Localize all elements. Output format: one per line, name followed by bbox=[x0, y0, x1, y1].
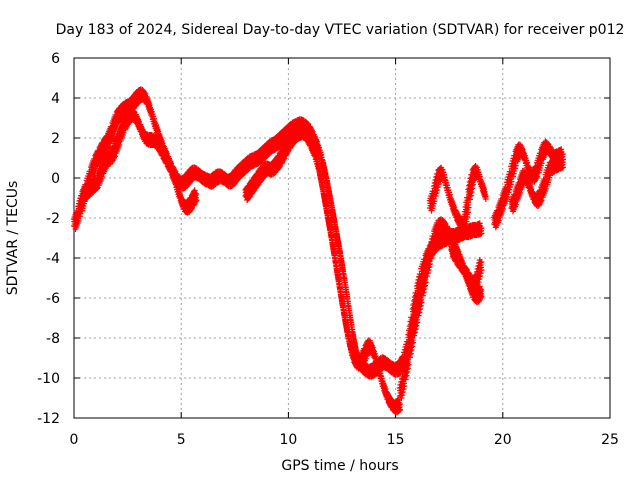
axis-ticks bbox=[73, 57, 611, 419]
y-tick-label: 4 bbox=[51, 91, 60, 107]
x-tick-label: 25 bbox=[601, 432, 619, 448]
chart-title: Day 183 of 2024, Sidereal Day-to-day VTE… bbox=[56, 22, 625, 38]
y-tick-label: -6 bbox=[46, 291, 60, 307]
x-axis-tick-labels: 0 5 10 15 20 25 bbox=[70, 432, 619, 448]
y-tick-label: 6 bbox=[51, 51, 60, 67]
x-tick-label: 5 bbox=[177, 432, 186, 448]
x-tick-label: 10 bbox=[279, 432, 297, 448]
data-points bbox=[70, 86, 566, 416]
x-tick-label: 0 bbox=[70, 432, 79, 448]
y-tick-label: 2 bbox=[51, 131, 60, 147]
y-tick-label: -10 bbox=[37, 371, 60, 387]
plot-area-frame bbox=[73, 57, 611, 419]
y-tick-label: -4 bbox=[46, 251, 60, 267]
y-tick-label: 0 bbox=[51, 171, 60, 187]
y-tick-label: -2 bbox=[46, 211, 60, 227]
x-tick-label: 20 bbox=[494, 432, 512, 448]
y-axis-tick-labels: -12 -10 -8 -6 -4 -2 0 2 4 6 bbox=[37, 51, 60, 427]
x-tick-label: 15 bbox=[387, 432, 405, 448]
y-tick-label: -8 bbox=[46, 331, 60, 347]
y-tick-label: -12 bbox=[37, 411, 60, 427]
